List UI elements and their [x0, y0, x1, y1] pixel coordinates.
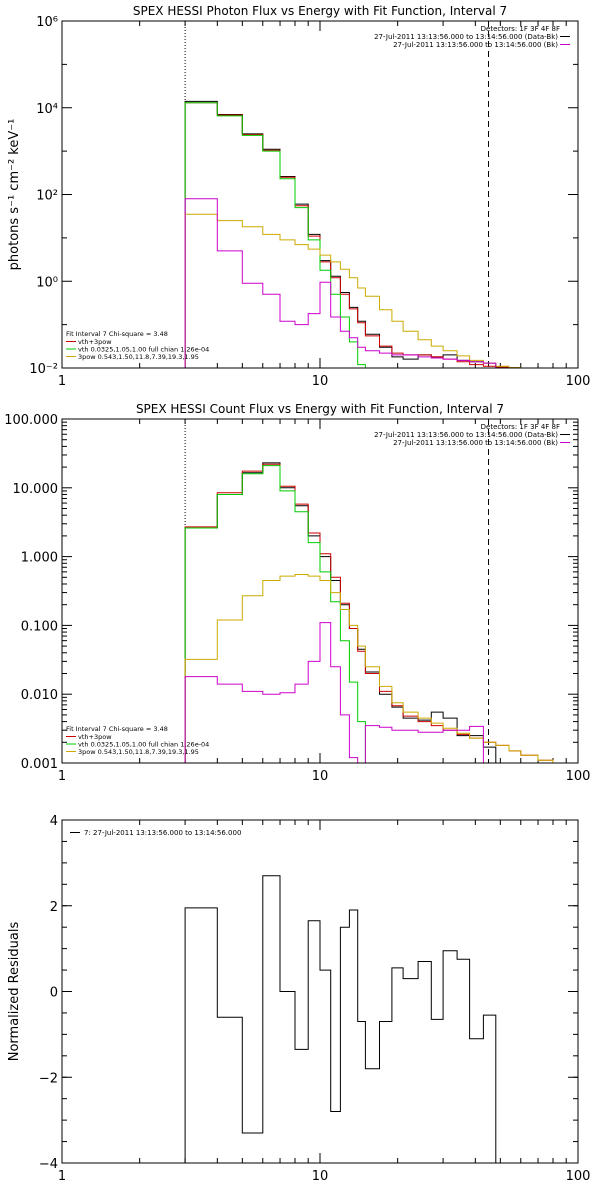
y-tick-label: 10⁻² [29, 362, 58, 377]
series-line-4 [184, 198, 497, 368]
legend-label: 27-Jul-2011 13:13:56.000 to 13:14:56.000… [393, 439, 558, 447]
y-tick-label: 4 [50, 814, 58, 829]
fit-legend-label: vth+3pow [78, 338, 112, 346]
y-axis-label: photons s⁻¹ cm⁻² keV⁻¹ [7, 119, 22, 271]
fit-legend-label: 3pow 0.543,1.50,11.8,7.39,19.3,1.95 [78, 353, 199, 361]
legend: 7: 27-Jul-2011 13:13:56.000 to 13:14:56.… [70, 829, 241, 837]
chart-title: SPEX HESSI Photon Flux vs Energy with Fi… [133, 4, 507, 18]
photon-flux-panel: SPEX HESSI Photon Flux vs Energy with Fi… [7, 4, 591, 389]
legend-label: 7: 27-Jul-2011 13:13:56.000 to 13:14:56.… [84, 829, 241, 837]
y-tick-label: 10⁶ [36, 15, 58, 30]
fit-legend: Fit Interval 7 Chi-square = 3.48vth+3pow… [66, 725, 209, 756]
y-tick-label: 0 [50, 986, 58, 1001]
y-tick-label: −4 [39, 1157, 58, 1172]
fit-legend-label: vth 0.0325,1.05,1.00 full chian 1.26e-04 [78, 346, 209, 354]
series-group [184, 462, 567, 763]
x-tick-label: 10 [312, 374, 329, 389]
x-tick-label: 1 [58, 769, 66, 784]
series-line-3 [184, 213, 521, 368]
x-tick-label: 100 [566, 374, 591, 389]
fit-legend-header: Fit Interval 7 Chi-square = 3.48 [66, 330, 168, 338]
y-tick-label: −2 [39, 1071, 58, 1086]
y-tick-label: 0.100 [21, 619, 58, 634]
fit-legend-header: Fit Interval 7 Chi-square = 3.48 [66, 725, 168, 733]
fit-legend-label: vth 0.0325,1.05,1.00 full chian 1.26e-04 [78, 741, 209, 749]
legend-label: 27-Jul-2011 13:13:56.000 to 13:14:56.000… [393, 41, 558, 49]
x-tick-label: 1 [58, 1169, 66, 1184]
count-flux-panel: SPEX HESSI Count Flux vs Energy with Fit… [4, 402, 590, 784]
residuals-panel: Normalized Residuals 1 10 100 −4 −2 0 2 4 7: 27-J… [7, 814, 590, 1184]
legend-label: 27-Jul-2011 13:13:56.000 to 13:14:56.000… [374, 33, 558, 41]
series-line-0 [184, 875, 497, 1163]
series-line-2 [184, 465, 380, 763]
series-line-3 [184, 574, 567, 763]
series-group [184, 100, 521, 368]
x-tick-label: 100 [566, 1169, 591, 1184]
plot-frame [61, 819, 579, 1164]
x-tick-label: 10 [312, 769, 329, 784]
y-tick-label: 0.001 [21, 757, 58, 772]
plot-frame [61, 418, 579, 764]
fit-legend-label: vth+3pow [78, 733, 112, 741]
fit-legend: Fit Interval 7 Chi-square = 3.48vth+3pow… [66, 330, 209, 361]
y-tick-label: 10² [36, 189, 58, 204]
fit-legend-label: 3pow 0.543,1.50,11.8,7.39,19.3,1.95 [78, 748, 199, 756]
y-tick-label: 10.000 [13, 482, 59, 497]
legend-header: Detectors: 1F 3F 4F 8F [481, 25, 560, 33]
series-group [184, 875, 497, 1163]
y-tick-label: 1.000 [21, 551, 58, 566]
y-tick-label: 100.000 [4, 413, 58, 428]
legend-header: Detectors: 1F 3F 4F 8F [481, 423, 560, 431]
y-axis-label: Normalized Residuals [7, 922, 22, 1062]
chart-title: SPEX HESSI Count Flux vs Energy with Fit… [136, 402, 504, 416]
y-tick-label: 10⁴ [36, 102, 58, 117]
x-tick-label: 10 [312, 1169, 329, 1184]
x-tick-label: 100 [566, 769, 591, 784]
y-tick-label: 2 [50, 900, 58, 915]
y-tick-label: 10⁰ [36, 275, 58, 290]
plot-frame [61, 20, 579, 369]
series-line-4 [184, 622, 484, 763]
series-line-2 [184, 102, 366, 368]
x-tick-label: 1 [58, 374, 66, 389]
legend-label: 27-Jul-2011 13:13:56.000 to 13:14:56.000… [374, 431, 558, 439]
y-tick-label: 0.010 [21, 688, 58, 703]
